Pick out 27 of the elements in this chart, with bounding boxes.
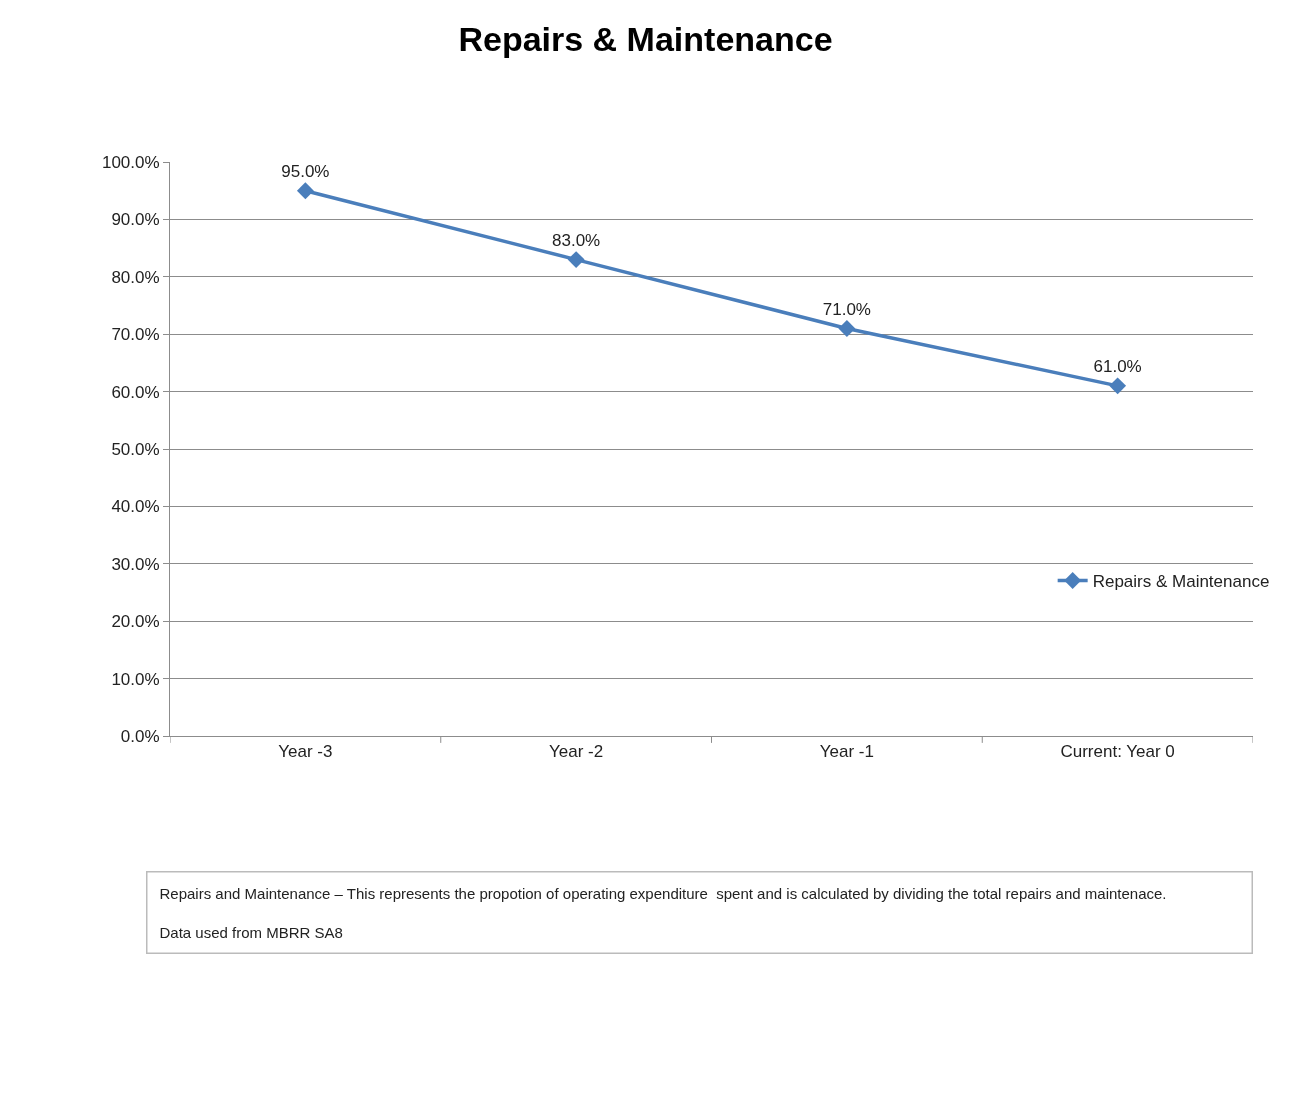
x-tick-label: Year -1 — [819, 742, 874, 762]
data-label: 71.0% — [822, 300, 871, 320]
y-tick-label: 90.0% — [111, 210, 160, 230]
text: Repairs and Maintenance – This represents the propotion of operating expenditure spent and is calculated by dividing the total repairs and maintenace. — [159, 884, 1167, 902]
x-tick-label: Year -3 — [278, 742, 333, 762]
legend-label: Repairs & Maintenance — [1092, 572, 1270, 592]
y-tick-label: 30.0% — [111, 554, 160, 574]
y-tick-label: 50.0% — [111, 439, 160, 459]
data-label: 95.0% — [281, 162, 330, 182]
text: Data used from MBRR SA8 — [159, 923, 343, 941]
y-tick-label: 20.0% — [111, 612, 160, 632]
point — [1109, 377, 1127, 395]
y-tick-label: 0.0% — [120, 726, 160, 746]
point — [567, 251, 585, 269]
y-tick-label: 60.0% — [111, 382, 160, 402]
data-label: 83.0% — [552, 231, 601, 251]
x-tick-label: Current: Year 0 — [1060, 742, 1175, 762]
y-tick-label: 40.0% — [111, 497, 160, 517]
y-tick-label: 80.0% — [111, 267, 160, 287]
y-tick-label: 10.0% — [111, 669, 160, 689]
y-tick-label: 100.0% — [101, 152, 160, 172]
x-tick-label: Year -2 — [549, 742, 604, 762]
point — [838, 320, 856, 337]
chart-title: Repairs & Maintenance — [458, 20, 833, 59]
y-tick-label: 70.0% — [111, 325, 160, 345]
point — [296, 182, 314, 200]
data-label: 61.0% — [1093, 357, 1142, 377]
